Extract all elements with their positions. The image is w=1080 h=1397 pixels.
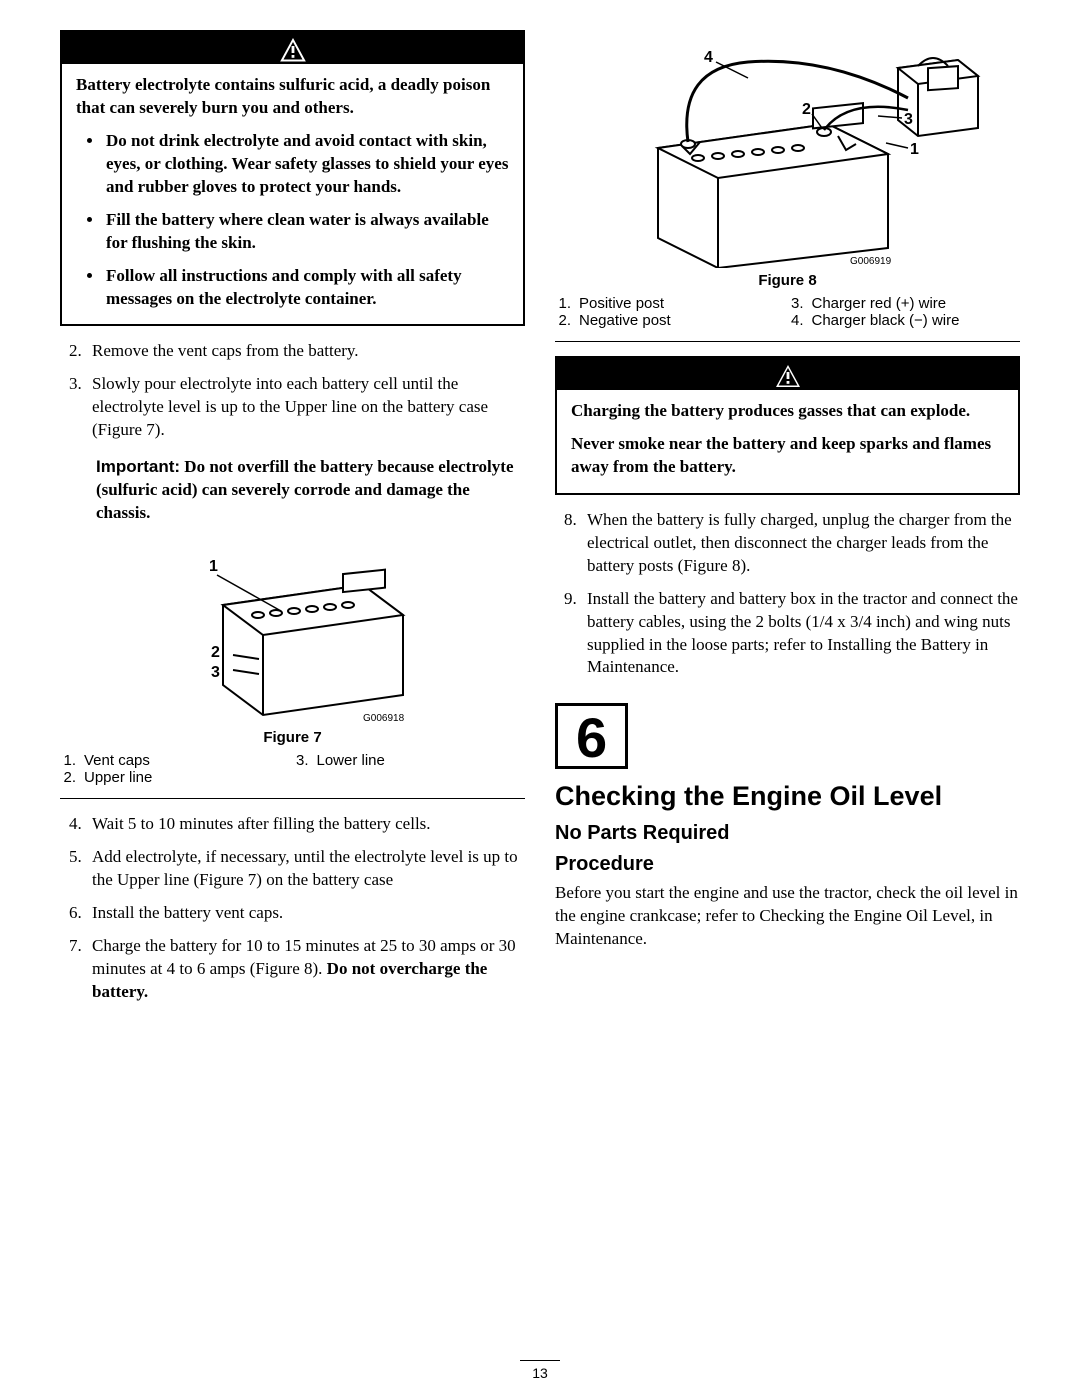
callout-4: 4 [704, 49, 713, 66]
left-column: Battery electrolyte contains sulfuric ac… [60, 30, 525, 1014]
figure-8-legend: 1.Positive post 3.Charger red (+) wire 2… [555, 295, 1020, 329]
figure-8-label: Figure 8 [555, 272, 1020, 289]
step-item: Charge the battery for 10 to 15 minutes … [86, 935, 525, 1004]
step-item: Add electrolyte, if necessary, until the… [86, 846, 525, 892]
figure-7: 1 2 3 G006918 Figure 7 [60, 535, 525, 746]
subheading-procedure: Procedure [555, 853, 1020, 876]
step-item: Wait 5 to 10 minutes after filling the b… [86, 813, 525, 836]
warning-bullet: Do not drink electrolyte and avoid conta… [104, 130, 509, 199]
warning-text: Never smoke near the battery and keep sp… [571, 433, 1004, 479]
figure-code: G006918 [363, 713, 405, 724]
page-number: 13 [0, 1360, 1080, 1381]
figure-code: G006919 [850, 256, 892, 267]
callout-1: 1 [910, 141, 919, 158]
step-item: When the battery is fully charged, unplu… [581, 509, 1020, 578]
step-badge: 6 [555, 703, 628, 769]
right-column: 4 2 1 3 G006919 Figure 8 1.Positive post… [555, 30, 1020, 1014]
step-item: Install the battery vent caps. [86, 902, 525, 925]
step-badge-number: 6 [576, 710, 607, 766]
callout-1: 1 [209, 558, 218, 575]
warning-text: Charging the battery produces gasses tha… [571, 400, 1004, 423]
callout-3: 3 [211, 664, 220, 681]
warning-bullets: Do not drink electrolyte and avoid conta… [76, 130, 509, 311]
warning-bullet: Fill the battery where clean water is al… [104, 209, 509, 255]
procedure-steps-right: When the battery is fully charged, unplu… [555, 509, 1020, 680]
warning-box-electrolyte: Battery electrolyte contains sulfuric ac… [60, 30, 525, 326]
figure-8: 4 2 1 3 G006919 Figure 8 [555, 38, 1020, 289]
callout-2: 2 [211, 644, 220, 661]
step-item: Install the battery and battery box in t… [581, 588, 1020, 680]
warning-box-charging: Charging the battery produces gasses tha… [555, 356, 1020, 495]
warning-bullet: Follow all instructions and comply with … [104, 265, 509, 311]
warning-icon [557, 358, 1018, 390]
callout-2: 2 [802, 101, 811, 118]
procedure-steps-b: Wait 5 to 10 minutes after filling the b… [60, 813, 525, 1004]
important-label: Important: [96, 457, 180, 476]
section-title: Checking the Engine Oil Level [555, 781, 1020, 812]
figure-7-legend: 1.Vent caps 3.Lower line 2.Upper line [60, 752, 525, 786]
procedure-steps-a: Remove the vent caps from the battery. S… [60, 340, 525, 442]
warning-icon [62, 32, 523, 64]
procedure-body: Before you start the engine and use the … [555, 882, 1020, 951]
step-item: Slowly pour electrolyte into each batter… [86, 373, 525, 442]
warning-intro: Battery electrolyte contains sulfuric ac… [76, 74, 509, 120]
divider [60, 798, 525, 799]
divider [555, 341, 1020, 342]
step-item: Remove the vent caps from the battery. [86, 340, 525, 363]
figure-7-label: Figure 7 [60, 729, 525, 746]
callout-3: 3 [904, 111, 913, 128]
subheading-no-parts: No Parts Required [555, 822, 1020, 845]
important-note: Important: Do not overfill the battery b… [96, 456, 525, 525]
